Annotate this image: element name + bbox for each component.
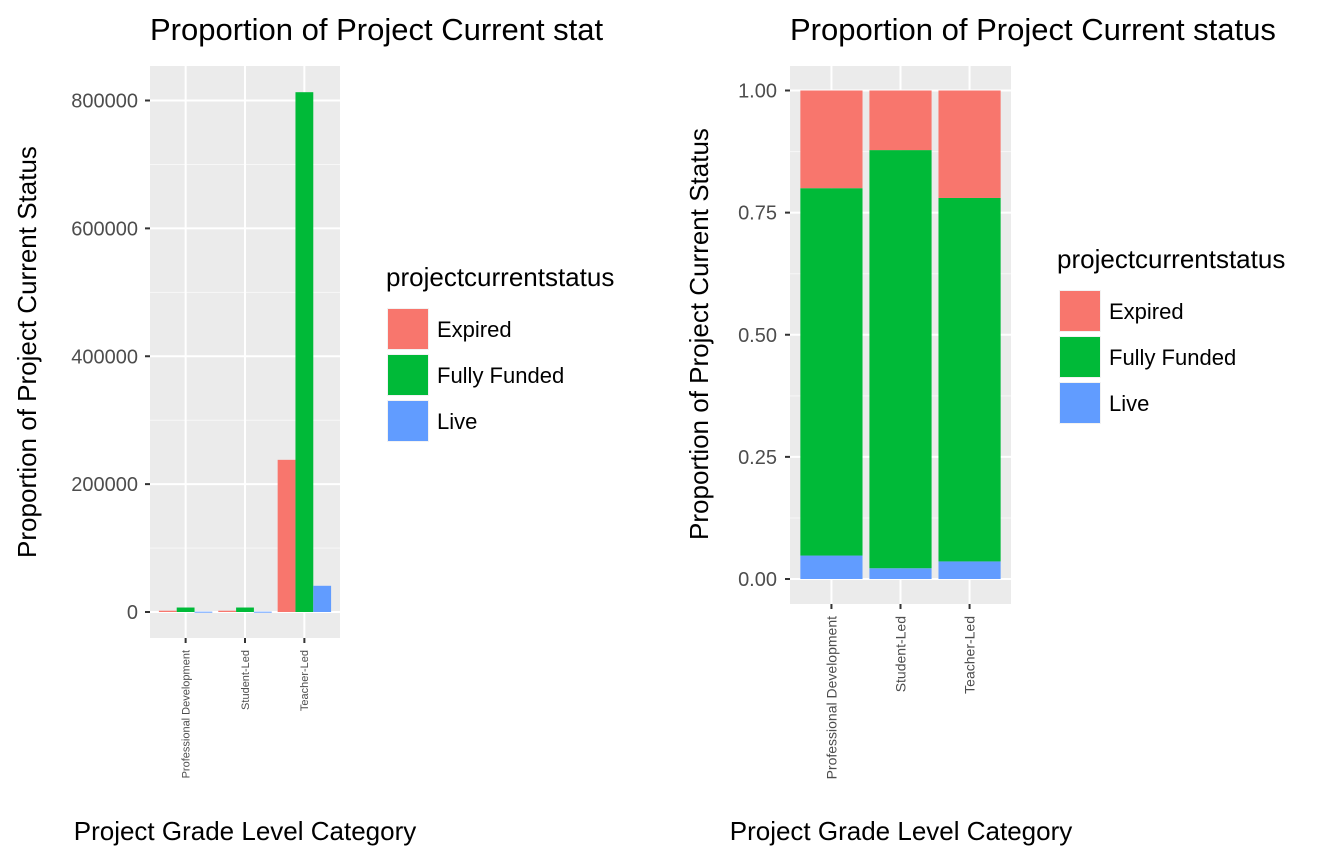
bar-segment-expired (869, 90, 932, 151)
panel-right: 0.00 0.25 0.50 0.75 1.00 Professional Develop… (738, 66, 1011, 779)
x-tick-label: Teacher-Led (299, 650, 311, 711)
chart-title: Proportion of Project Current stat (150, 12, 604, 47)
y-tick-label: 600000 (71, 218, 138, 240)
bar-segment-live (938, 561, 1001, 579)
bar-segment-expired (938, 90, 1001, 198)
y-tick-label: 1.00 (738, 81, 777, 103)
legend-swatch (1060, 337, 1100, 377)
y-tick-label: 0.75 (738, 203, 777, 225)
bar-segment-live (800, 555, 863, 579)
bar-live (253, 611, 272, 613)
y-tick-label: 400000 (71, 346, 138, 368)
y-axis-label: Proportion of Project Current Status (12, 146, 42, 558)
chart-title: Proportion of Project Current status (790, 12, 1276, 47)
bar-segment-fully-funded (800, 188, 863, 556)
legend-right: Expired Fully Funded Live (1059, 290, 1236, 424)
y-axis-label: Proportion of Project Current Status (684, 128, 714, 540)
legend-swatch (1060, 291, 1100, 331)
legend-label: Expired (437, 317, 512, 342)
bar-fully-funded (176, 607, 195, 612)
panel-left: 0 200000 400000 600000 800000 Professional De… (71, 66, 340, 778)
y-tick-label: 200000 (71, 474, 138, 496)
x-tick-label: Teacher-Led (961, 616, 977, 694)
x-tick-label: Professional Development (180, 650, 192, 778)
bar-expired (158, 610, 177, 612)
y-tick-label: 800000 (71, 91, 138, 113)
bar-segment-fully-funded (869, 150, 932, 569)
bar-expired (218, 610, 237, 612)
x-axis-label: Project Grade Level Category (730, 816, 1073, 846)
legend-swatch (388, 309, 428, 349)
x-axis-label: Project Grade Level Category (74, 816, 417, 846)
bar-fully-funded (236, 607, 254, 612)
bar-live (313, 585, 332, 612)
legend-swatch (388, 401, 428, 441)
legend-swatch (1060, 383, 1100, 423)
x-tick-label: Student-Led (240, 650, 252, 710)
bar-segment-live (869, 568, 932, 579)
legend-label: Fully Funded (1109, 345, 1236, 370)
bar-fully-funded (295, 92, 314, 613)
legend-label: Expired (1109, 299, 1184, 324)
bar-live (194, 611, 213, 613)
legend-left: Expired Fully Funded Live (387, 308, 564, 442)
legend-label: Live (1109, 391, 1149, 416)
bar-segment-fully-funded (938, 197, 1001, 562)
y-tick-label: 0.25 (738, 447, 777, 469)
bar-segment-expired (800, 90, 863, 189)
x-tick-label: Student-Led (892, 616, 908, 692)
x-tick-label: Professional Development (823, 616, 839, 780)
y-tick-label: 0 (127, 602, 138, 624)
y-tick-label: 0.00 (738, 569, 777, 591)
legend-title: projectcurrentstatus (386, 262, 614, 292)
legend-swatch (388, 355, 428, 395)
bar-expired (277, 459, 296, 612)
y-tick-label: 0.50 (738, 325, 777, 347)
legend-label: Fully Funded (437, 363, 564, 388)
legend-label: Live (437, 409, 477, 434)
legend-title: projectcurrentstatus (1057, 244, 1285, 274)
